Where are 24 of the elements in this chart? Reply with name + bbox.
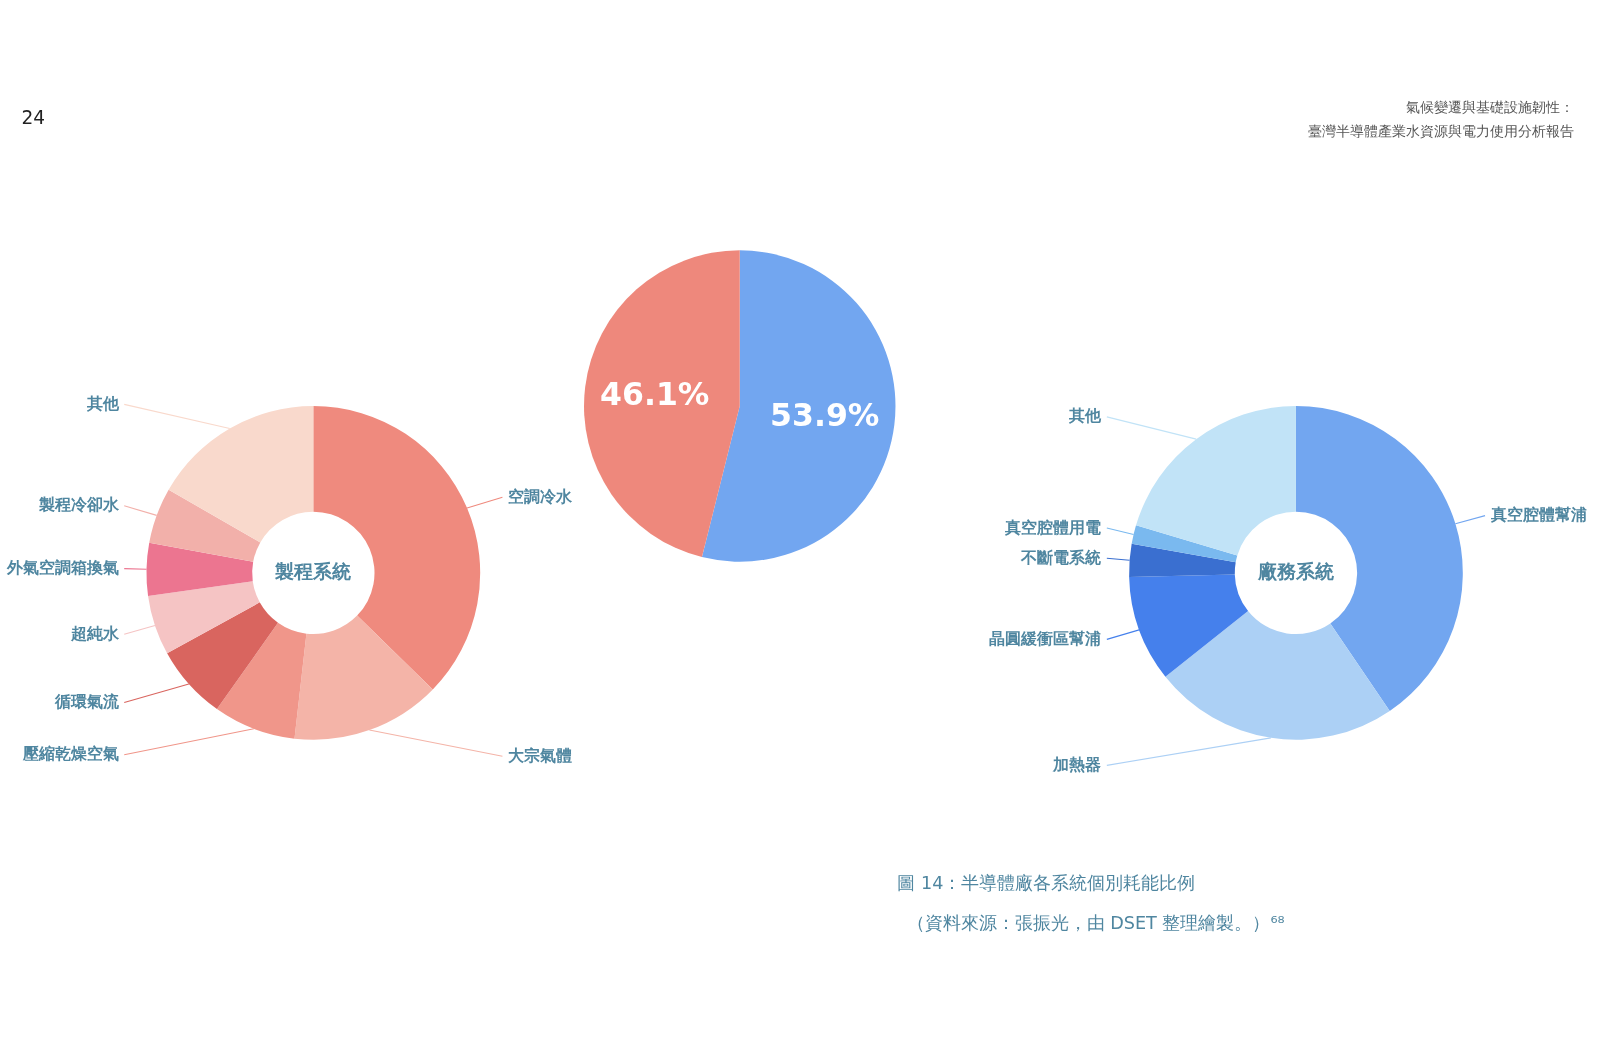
caption: 圖 14：半導體廠各系統個別耗能比例 [897,873,1196,893]
text: 氣候變遷與基礎設施韌性： [1406,99,1575,116]
slice-label: 大宗氣體 [508,745,572,765]
slice-label: 加熱器 [1052,754,1102,774]
slice-label: 製程冷卻水 [37,495,120,515]
slice-label: 壓縮乾燥空氣 [21,744,119,764]
slice-label: 不斷電系統 [1020,547,1102,567]
data-label: 53.9% [770,396,880,433]
slice-label: 晶圓緩衝區幫浦 [989,629,1102,649]
text: （資料來源：張振光，由 DSET 整理繪製。）⁶⁸ [906,912,1285,933]
slice-label: 其他 [1068,406,1103,426]
slice-label: 空調冷水 [508,486,573,506]
pie-slice [584,250,740,558]
slice-label: 真空腔體用電 [1004,517,1102,537]
slice-label: 真空腔體幫浦 [1489,505,1587,525]
text: 臺灣半導體產業水資源與電力使用分析報告 [1308,123,1575,140]
text: 24 [21,107,46,129]
slice-label: 循環氣流 [53,692,120,712]
slice-label: 超純水 [69,623,120,643]
slice-label: 外氣空調箱換氣 [5,558,119,578]
text: 製程系統 [274,560,352,584]
text: 廠務系統 [1256,560,1334,584]
slice-label: 其他 [85,394,120,414]
data-label: 46.1% [600,375,710,412]
